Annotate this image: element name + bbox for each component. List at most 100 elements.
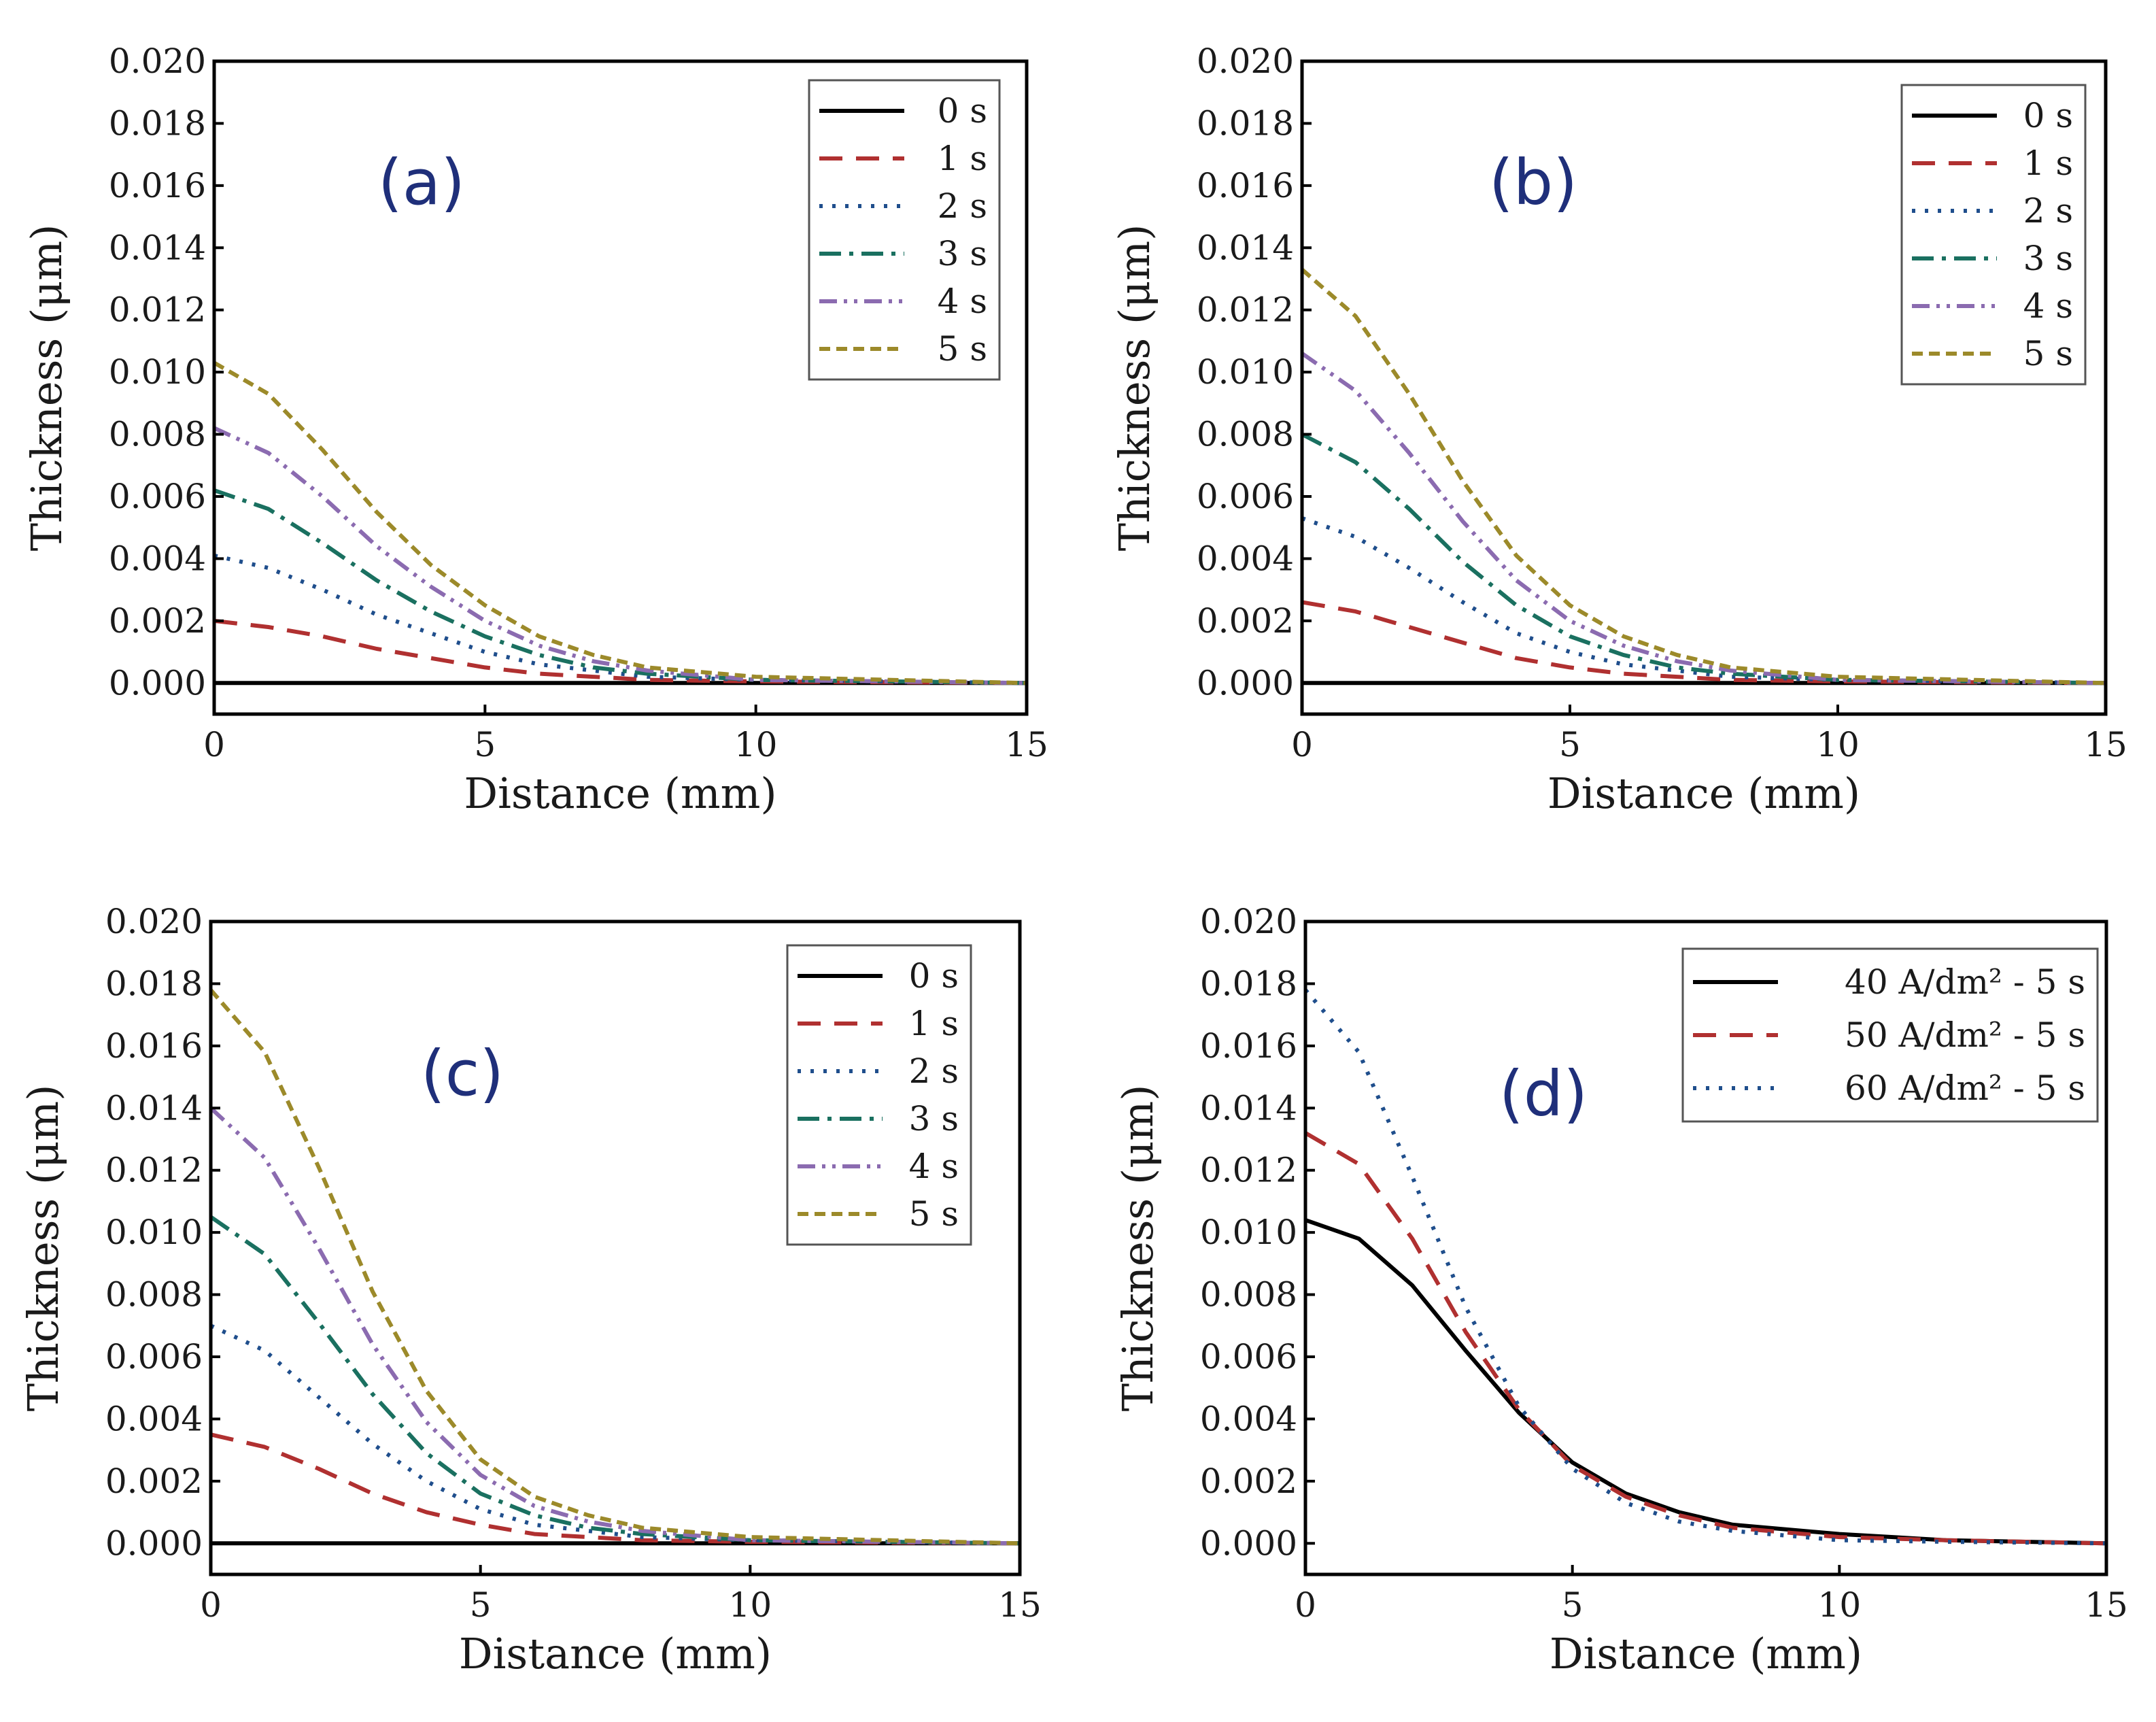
- y-tick-label: 0.012: [1197, 290, 1294, 330]
- y-tick-label: 0.010: [105, 1213, 203, 1252]
- y-tick-label: 0.020: [109, 41, 206, 81]
- x-tick-label: 0: [203, 725, 225, 764]
- plot-frame: [212, 59, 1029, 716]
- y-tick-label: 0.014: [1197, 228, 1294, 267]
- legend-label-4: 4 s: [2023, 286, 2073, 326]
- series-line-0: [1305, 1218, 2107, 1546]
- y-tick-label: 0.006: [105, 1337, 203, 1377]
- y-axis-title: Thickness (μm): [1110, 224, 1159, 552]
- x-tick-label: 0: [1291, 725, 1313, 764]
- legend-label-3: 3 s: [909, 1099, 959, 1138]
- chart-panel-4: 0.000 0.002 0.004 0.006 0.008 0.010 0.012 0.014…: [1113, 902, 2128, 1678]
- x-tick-label: 10: [1818, 1585, 1862, 1625]
- y-tick-label: 0.012: [1200, 1151, 1297, 1190]
- legend-label-1: 1 s: [909, 1004, 959, 1043]
- panel-label: (c): [421, 1037, 504, 1110]
- y-tick-label: 0.002: [1197, 601, 1294, 641]
- series-group: [209, 988, 1021, 1546]
- y-axis-title: Thickness (μm): [1113, 1085, 1163, 1412]
- panel-label: (d): [1499, 1058, 1588, 1130]
- legend-label-1: 50 A/dm² - 5 s: [1845, 1015, 2085, 1055]
- legend-label-3: 3 s: [2023, 239, 2073, 278]
- x-tick-label: 5: [470, 1585, 492, 1625]
- x-tick-label: 0: [200, 1585, 222, 1625]
- series-line-3: [213, 488, 1027, 686]
- x-tick-label: 15: [2084, 725, 2127, 764]
- chart-panel-3: 0.000 0.002 0.004 0.006 0.008 0.010 0.012 0.014…: [18, 902, 1042, 1678]
- legend-label-0: 40 A/dm² - 5 s: [1845, 962, 2085, 1002]
- x-tick-label: 15: [998, 1585, 1042, 1625]
- y-tick-label: 0.018: [109, 103, 206, 143]
- y-tick-label: 0.006: [109, 477, 206, 516]
- y-tick-label: 0.008: [1197, 415, 1294, 454]
- x-axis-title: Distance (mm): [464, 769, 776, 818]
- series-line-4: [209, 1107, 1021, 1546]
- panel-label: (b): [1489, 146, 1577, 219]
- series-line-1: [213, 618, 1027, 686]
- y-tick-label: 0.016: [105, 1026, 203, 1066]
- series-line-3: [209, 1215, 1021, 1546]
- legend-label-1: 1 s: [938, 139, 987, 178]
- x-axis-title: Distance (mm): [1550, 1629, 1862, 1678]
- y-tick-label: 0.002: [1200, 1462, 1297, 1501]
- legend-label-5: 5 s: [938, 329, 987, 369]
- series-line-2: [1303, 988, 2107, 1546]
- legend-box: [786, 944, 972, 1246]
- y-tick-label: 0.014: [105, 1088, 203, 1128]
- legend: 0 s 1 s 2 s 3 s 4 s 5 s: [786, 944, 972, 1246]
- series-line-3: [1301, 432, 2106, 686]
- legend-label-2: 2 s: [2023, 191, 2073, 231]
- y-tick-label: 0.018: [105, 964, 203, 1003]
- y-tick-label: 0.000: [1197, 663, 1294, 703]
- y-tick-label: 0.006: [1200, 1337, 1297, 1377]
- series-group: [1303, 988, 2107, 1546]
- y-tick-label: 0.016: [1200, 1026, 1297, 1066]
- series-line-5: [209, 988, 1021, 1546]
- legend-label-2: 2 s: [938, 186, 987, 226]
- series-line-1: [210, 1432, 1021, 1546]
- legend-label-0: 0 s: [2023, 96, 2073, 135]
- plot-frame: [1303, 919, 2108, 1576]
- series-line-5: [1301, 268, 2106, 686]
- y-tick-label: 0.018: [1197, 103, 1294, 143]
- y-tick-label: 0.008: [105, 1275, 203, 1315]
- legend-label-4: 4 s: [909, 1147, 959, 1186]
- legend-label-3: 3 s: [938, 234, 987, 273]
- x-tick-label: 15: [1005, 725, 1048, 764]
- x-tick-label: 5: [1559, 725, 1581, 764]
- x-tick-label: 10: [729, 1585, 772, 1625]
- y-tick-label: 0.012: [105, 1151, 203, 1190]
- legend-label-1: 1 s: [2023, 144, 2073, 183]
- x-tick-label: 10: [1816, 725, 1860, 764]
- x-tick-label: 5: [474, 725, 496, 764]
- y-tick-label: 0.006: [1197, 477, 1294, 516]
- y-tick-label: 0.020: [1200, 902, 1297, 941]
- y-tick-label: 0.010: [1200, 1213, 1297, 1252]
- y-tick-label: 0.016: [109, 166, 206, 205]
- y-tick-label: 0.000: [109, 663, 206, 703]
- y-tick-label: 0.012: [109, 290, 206, 330]
- y-tick-label: 0.004: [109, 539, 206, 578]
- legend-label-5: 5 s: [2023, 334, 2073, 373]
- x-tick-label: 10: [734, 725, 778, 764]
- series-group: [213, 360, 1027, 686]
- y-tick-label: 0.004: [105, 1399, 203, 1438]
- x-tick-label: 15: [2085, 1585, 2128, 1625]
- y-tick-label: 0.000: [1200, 1523, 1297, 1563]
- legend: 0 s 1 s 2 s 3 s 4 s 5 s: [1900, 84, 2087, 386]
- x-tick-label: 0: [1295, 1585, 1316, 1625]
- chart-panel-1: 0.000 0.002 0.004 0.006 0.008 0.010 0.012 0.014…: [22, 41, 1048, 818]
- y-tick-label: 0.018: [1200, 964, 1297, 1003]
- series-group: [1301, 268, 2106, 686]
- plot-frame: [209, 919, 1022, 1576]
- y-tick-label: 0.008: [1200, 1275, 1297, 1315]
- y-tick-label: 0.002: [109, 601, 206, 641]
- x-tick-label: 5: [1562, 1585, 1584, 1625]
- series-line-1: [1301, 600, 2106, 686]
- y-tick-label: 0.010: [1197, 352, 1294, 392]
- y-tick-label: 0.008: [109, 415, 206, 454]
- y-tick-label: 0.016: [1197, 166, 1294, 205]
- y-tick-label: 0.000: [105, 1523, 203, 1563]
- chart-panel-2: 0.000 0.002 0.004 0.006 0.008 0.010 0.012 0.014…: [1110, 41, 2127, 818]
